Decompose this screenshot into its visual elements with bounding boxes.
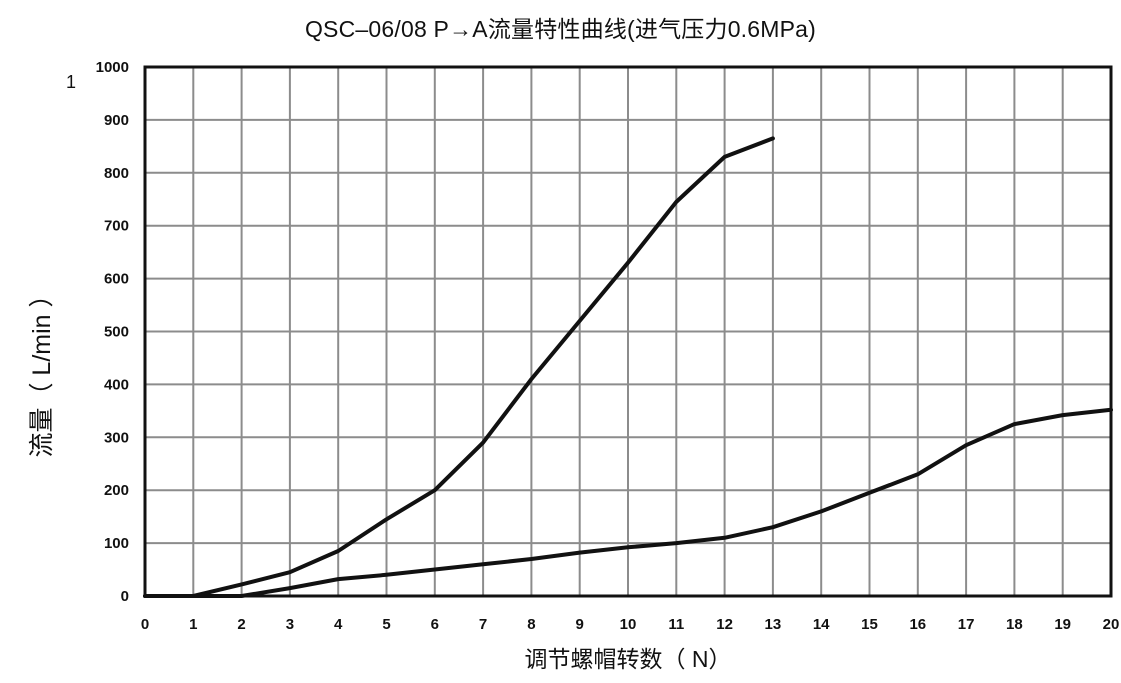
- y-axis-label: 流量（ L/min ）: [28, 282, 56, 458]
- y-tick-label: 500: [104, 324, 129, 341]
- x-tick-label: 8: [527, 616, 535, 633]
- grid-layer: [144, 66, 1112, 597]
- x-tick-label: 3: [286, 616, 294, 633]
- x-tick-label: 14: [813, 616, 830, 633]
- tick-layer: 0 1 2 3 4 5 6 7 8 9 10 11 12 13 14 15 16 17 18 19 2001002003…: [96, 59, 1120, 633]
- chart-title: QSC–06/08 P→A流量特性曲线(进气压力0.6MPa): [304, 16, 817, 42]
- x-tick-label: 12: [716, 616, 733, 633]
- x-tick-label: 20: [1103, 616, 1120, 633]
- x-tick-label: 11: [668, 616, 684, 633]
- x-tick-label: 7: [479, 616, 487, 633]
- x-tick-label: 9: [576, 616, 584, 633]
- y-tick-label: 400: [104, 376, 129, 393]
- y-tick-label: 100: [104, 535, 129, 552]
- x-tick-label: 1: [189, 616, 197, 633]
- series-layer: [143, 136, 1113, 598]
- series-line-2: [143, 407, 1113, 598]
- series-line-1: [143, 136, 775, 598]
- x-tick-label: 4: [334, 616, 343, 633]
- x-tick-label: 19: [1054, 616, 1071, 633]
- y-tick-label: 200: [104, 482, 129, 499]
- x-tick-label: 17: [958, 616, 975, 633]
- y-tick-label: 1000: [96, 59, 129, 76]
- x-tick-label: 15: [861, 616, 878, 633]
- y-tick-label: 900: [104, 112, 129, 129]
- x-tick-label: 18: [1006, 616, 1023, 633]
- x-tick-label: 0: [141, 616, 149, 633]
- stray-mark: 1: [66, 72, 77, 92]
- y-tick-label: 0: [121, 588, 129, 605]
- y-tick-label: 800: [104, 165, 129, 182]
- x-tick-label: 2: [237, 616, 245, 633]
- x-tick-label: 13: [765, 616, 782, 633]
- x-tick-label: 10: [620, 616, 637, 633]
- y-tick-label: 300: [104, 429, 129, 446]
- plot-frame: [143, 65, 1113, 598]
- x-axis-label: 调节螺帽转数（ N）: [524, 646, 732, 672]
- x-tick-label: 6: [431, 616, 439, 633]
- y-tick-label: 600: [104, 271, 129, 288]
- x-tick-label: 16: [909, 616, 926, 633]
- x-tick-label: 5: [382, 616, 390, 633]
- y-tick-label: 700: [104, 218, 129, 235]
